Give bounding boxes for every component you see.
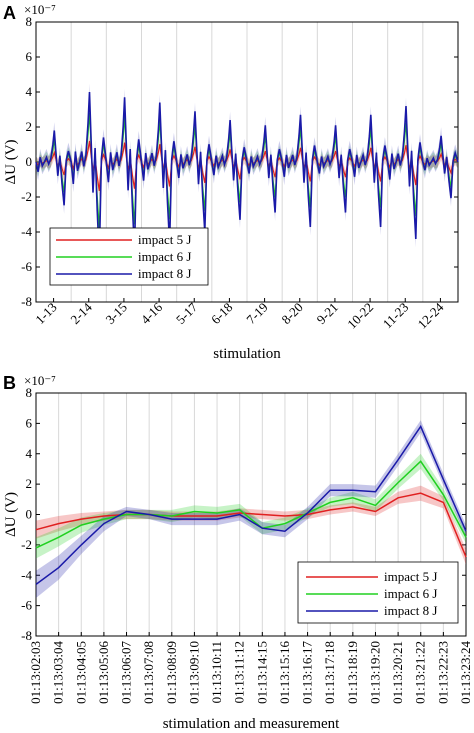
series-band-5j: [36, 485, 466, 565]
y-tick-label: -8: [21, 294, 32, 309]
series-band-7j: [36, 420, 466, 598]
x-tick-label: 01:13:04:05: [73, 641, 88, 704]
x-tick-label: 7-19: [243, 300, 270, 327]
x-tick-label: 01:13:02:03: [28, 641, 43, 704]
x-tick-label: 1-13: [32, 300, 59, 327]
y-axis-label: ΔU (V): [3, 139, 19, 184]
y-tick-label: 4: [26, 84, 33, 99]
y-tick-label: -2: [21, 537, 32, 552]
x-tick-label: 01:13:18:19: [345, 641, 360, 704]
panel-b-chart: -8 -6 -4 -2 0 2 4 6 8 ΔU (V) 01:13:02:03 01:13:03:0…: [3, 385, 473, 732]
x-tick-label: 01:13:21:22: [413, 641, 428, 704]
series-band-6j: [36, 453, 466, 559]
x-tick-label: 01:13:23:24: [458, 641, 473, 704]
legend-entry: impact 5 J: [138, 232, 191, 247]
y-tick-label: 0: [26, 507, 33, 522]
x-tick-label: 8-20: [278, 300, 305, 327]
y-tick-label: 8: [26, 14, 33, 29]
x-tick-label: 4-16: [138, 299, 166, 327]
x-tick-label: 01:13:16:17: [300, 641, 315, 704]
x-tick-label: 11-23: [380, 300, 412, 332]
y-tick-label: 6: [26, 415, 33, 430]
x-tick-label: 01:13:11:12: [232, 641, 247, 703]
series-line-7j: [35, 424, 467, 586]
y-tick-label: -8: [21, 628, 32, 643]
x-tick-label: 9-21: [314, 300, 341, 327]
legend-entry: impact 5 J: [384, 569, 437, 584]
y-tick-label: 0: [26, 154, 33, 169]
y-tick-label: 2: [26, 119, 33, 134]
x-axis-label: stimulation and measurement: [163, 716, 340, 732]
legend-box: [297, 561, 459, 624]
x-tick-label: 5-17: [173, 299, 201, 327]
x-tick-label: 12-24: [414, 299, 446, 331]
legend: impact 5 J impact 6 J impact 8 J: [297, 561, 459, 624]
legend-entry: impact 6 J: [138, 249, 191, 264]
x-tick-label: 01:13:14:15: [254, 641, 269, 704]
x-tick-label: 2-14: [67, 299, 95, 327]
x-tick-label: 01:13:06:07: [119, 641, 134, 704]
panel-b-y-exponent: ×10⁻⁷: [24, 373, 56, 388]
y-tick-label: -4: [21, 567, 32, 582]
x-tick-label: 3-15: [103, 300, 130, 327]
y-tick-label: -6: [21, 259, 32, 274]
panel-a-y-exponent: ×10⁻⁷: [24, 2, 56, 17]
y-axis-label: ΔU (V): [3, 492, 19, 537]
y-tick-label: 2: [26, 476, 33, 491]
x-tick-label: 01:13:17:18: [322, 641, 337, 704]
panel-label-b: B: [3, 373, 16, 393]
panel-a-chart: -8 -6 -4 -2 0 2 4 6 8 ΔU (V) 1-13 2-14 3-15 4-16 5-17 6…: [3, 14, 459, 362]
x-tick-label: 01:13:20:21: [390, 641, 405, 704]
y-tick-label: 4: [26, 446, 33, 461]
y-tick-label: -2: [21, 189, 32, 204]
series-line-7j: [35, 91, 459, 259]
x-tick-label: 01:13:03:04: [51, 641, 66, 704]
x-tick-label: 6-18: [208, 300, 235, 327]
y-tick-label: 6: [26, 49, 33, 64]
x-tick-label: 01:13:07:08: [141, 641, 156, 704]
series-line-6j: [35, 460, 467, 549]
x-axis-label: stimulation: [213, 346, 281, 362]
y-tick-label: 8: [26, 385, 33, 400]
x-tick-label: 01:13:19:20: [367, 641, 382, 704]
legend: impact 5 J impact 6 J impact 8 J: [49, 227, 209, 286]
x-tick-label: 01:13:09:10: [186, 641, 201, 704]
y-tick-label: -6: [21, 598, 32, 613]
y-tick-label: -4: [21, 224, 32, 239]
x-tick-label: 01:13:05:06: [96, 641, 111, 704]
legend-entry: impact 6 J: [384, 586, 437, 601]
x-tick-label: 01:13:15:16: [277, 641, 292, 704]
panel-label-a: A: [3, 3, 16, 23]
series-line-5j: [35, 492, 467, 558]
legend-entry: impact 8 J: [384, 603, 437, 618]
legend-entry: impact 8 J: [138, 266, 191, 281]
x-tick-label: 01:13:22:23: [435, 641, 450, 704]
x-tick-label: 01:13:10:11: [209, 641, 224, 703]
x-tick-label: 10-22: [344, 300, 376, 332]
x-tick-label: 01:13:08:09: [164, 641, 179, 704]
